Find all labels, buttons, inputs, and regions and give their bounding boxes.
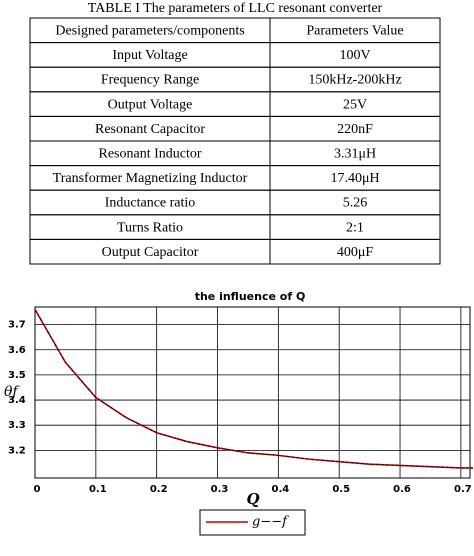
- table-cell: Transformer Magnetizing Inductor: [53, 171, 248, 186]
- chart-title: the influence of Q: [195, 290, 306, 303]
- x-axis-label: Q: [246, 490, 259, 508]
- table-cell: 17.40μH: [330, 171, 379, 186]
- table-cell: 100V: [339, 48, 370, 63]
- table-row: [29, 238, 441, 265]
- table-cell: 25V: [343, 97, 367, 112]
- series-line: [34, 309, 474, 469]
- table-cell: Resonant Inductor: [98, 147, 201, 162]
- table-cell: 3.31μH: [334, 147, 376, 162]
- table-title: TABLE I The parameters of LLC resonant c…: [88, 1, 383, 16]
- table-cell: Output Voltage: [108, 97, 193, 112]
- table-cell: Resonant Capacitor: [95, 122, 205, 137]
- table-cell: 2:1: [346, 220, 364, 235]
- y-tick-label: 3.3: [8, 420, 26, 431]
- y-axis-label: θf: [4, 384, 20, 400]
- table-cell: 220nF: [337, 122, 373, 137]
- table-row: [29, 91, 441, 117]
- y-tick-label: 3.5: [8, 370, 26, 381]
- plot-frame: [34, 306, 471, 479]
- table-cell: Parameters Value: [306, 24, 403, 39]
- y-tick-label: 3.7: [8, 320, 26, 331]
- y-tick-label: 3.2: [8, 445, 26, 456]
- x-tick-label: 0.6: [393, 484, 411, 495]
- table-row: [29, 189, 441, 216]
- x-tick-label: 0.4: [271, 484, 289, 495]
- x-tick-label: 0.7: [454, 484, 472, 495]
- table-row: [29, 42, 441, 68]
- table-row: [29, 214, 441, 240]
- table-cell: Output Capacitor: [102, 245, 199, 260]
- table-row: [29, 140, 441, 167]
- x-tick-label: 0.3: [211, 484, 229, 495]
- table-cell: Frequency Range: [101, 73, 199, 88]
- table-row: [29, 115, 441, 142]
- table-cell: 5.26: [343, 196, 368, 211]
- table: Designed parameters/components Parameters…: [29, 17, 441, 265]
- x-tick-label: 0.2: [150, 484, 168, 495]
- y-tick-label: 3.4: [8, 395, 26, 406]
- table-cell: 400μF: [337, 245, 374, 260]
- table-cell: Turns Ratio: [117, 220, 183, 235]
- table-cell: Designed parameters/components: [55, 24, 244, 39]
- table-cell: Input Voltage: [112, 48, 187, 63]
- table-cell: 150kHz-200kHz: [308, 73, 401, 88]
- x-tick-label: 0: [34, 484, 41, 495]
- legend-label: g−−f: [252, 515, 289, 530]
- y-tick-label: 3.6: [8, 345, 26, 356]
- table-cell: Inductance ratio: [105, 196, 196, 211]
- series-line-dashed: [34, 309, 474, 469]
- x-tick-label: 0.5: [332, 484, 350, 495]
- x-tick-label: 0.1: [89, 484, 107, 495]
